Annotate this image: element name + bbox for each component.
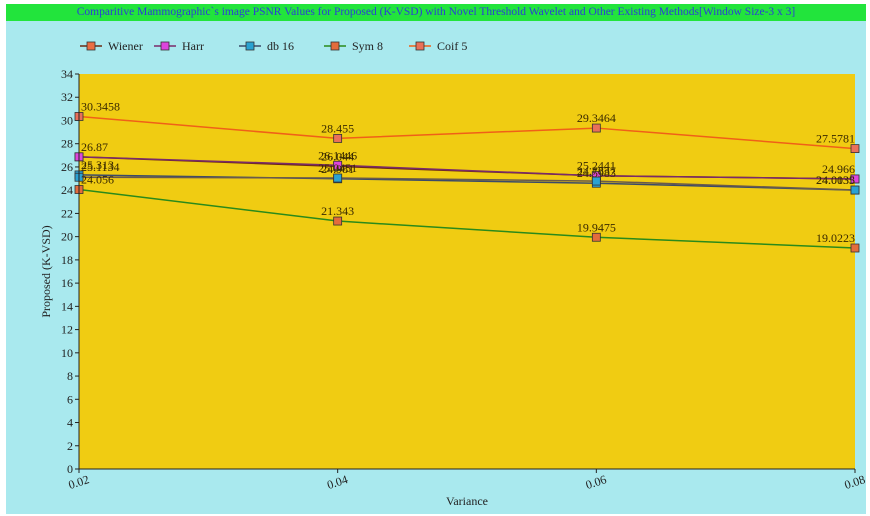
x-tick-label: 0.06 bbox=[584, 472, 608, 492]
legend-item: Wiener bbox=[80, 39, 143, 53]
data-point bbox=[333, 134, 343, 143]
data-point bbox=[591, 176, 601, 186]
legend-item: db 16 bbox=[239, 39, 294, 53]
legend-marker bbox=[160, 41, 170, 51]
line-chart: Wiener Harr db 16 Sym 8 Coif 5 0246810121416… bbox=[39, 39, 866, 508]
x-tick-label: 0.08 bbox=[843, 472, 866, 492]
data-label: 26.87 bbox=[81, 140, 108, 154]
data-point bbox=[333, 160, 343, 170]
data-point bbox=[850, 185, 860, 195]
data-label: 25.0451 bbox=[318, 161, 357, 175]
y-tick-label: 2 bbox=[67, 439, 73, 453]
y-tick-label: 24 bbox=[61, 183, 73, 197]
data-point bbox=[850, 243, 860, 253]
series-line bbox=[78, 156, 856, 180]
data-point bbox=[850, 174, 860, 184]
legend-label: Harr bbox=[182, 39, 204, 53]
data-label: 24.981 bbox=[321, 162, 354, 176]
data-label: 24.0133 bbox=[816, 173, 855, 187]
y-tick-label: 8 bbox=[67, 369, 73, 383]
y-tick-label: 4 bbox=[67, 416, 73, 430]
x-axis-ticks: 0.02 0.04 0.06 0.08 bbox=[67, 469, 866, 492]
y-tick-label: 26 bbox=[61, 160, 73, 174]
legend-item: Sym 8 bbox=[324, 39, 383, 53]
x-tick-label: 0.02 bbox=[67, 472, 91, 492]
data-label: 24.7837 bbox=[577, 164, 616, 178]
data-label: 24.0035 bbox=[816, 173, 855, 187]
y-tick-label: 22 bbox=[61, 206, 73, 220]
y-tick-label: 10 bbox=[61, 346, 73, 360]
data-label: 24.966 bbox=[822, 162, 855, 176]
series-layer bbox=[74, 112, 860, 253]
data-point bbox=[591, 123, 601, 133]
data-label: 25.2441 bbox=[577, 159, 616, 173]
y-tick-label: 0 bbox=[67, 462, 73, 476]
legend-marker bbox=[330, 41, 340, 51]
x-axis-label: Variance bbox=[446, 494, 488, 508]
data-label: 25.1134 bbox=[81, 160, 120, 174]
data-label: 19.0223 bbox=[816, 231, 855, 245]
series-line bbox=[78, 188, 856, 249]
y-tick-label: 12 bbox=[61, 323, 73, 337]
y-tick-label: 14 bbox=[61, 299, 73, 313]
data-label: 27.5781 bbox=[816, 132, 855, 146]
legend-marker bbox=[86, 41, 96, 51]
chart-container: Wiener Harr db 16 Sym 8 Coif 5 0 2 4 6 8 10 12 14 16… bbox=[6, 4, 866, 514]
data-label: 24.5983 bbox=[577, 166, 616, 180]
y-tick-label: 34 bbox=[61, 67, 73, 81]
data-point bbox=[850, 144, 860, 154]
data-label: 21.343 bbox=[321, 204, 354, 218]
data-label: 29.3464 bbox=[577, 111, 616, 125]
y-tick-label: 18 bbox=[61, 253, 73, 267]
plot-area bbox=[79, 74, 855, 469]
data-label: 28.455 bbox=[321, 121, 354, 135]
chart-title: Comparitive Mammographic`s image PSNR Va… bbox=[6, 4, 866, 21]
series-line bbox=[78, 176, 856, 191]
y-axis-label: Proposed (K-VSD) bbox=[39, 225, 53, 317]
x-tick-label: 0.04 bbox=[325, 472, 349, 492]
series-line bbox=[78, 174, 856, 191]
legend-label: Sym 8 bbox=[352, 39, 383, 53]
y-tick-label: 6 bbox=[67, 392, 73, 406]
data-label: 26.044 bbox=[321, 149, 354, 163]
y-tick-label: 20 bbox=[61, 230, 73, 244]
data-point bbox=[591, 232, 601, 242]
legend-item: Harr bbox=[154, 39, 204, 53]
y-tick-label: 16 bbox=[61, 276, 73, 290]
data-label: 24.056 bbox=[81, 173, 114, 187]
series-harr bbox=[74, 152, 860, 184]
legend-label: db 16 bbox=[267, 39, 294, 53]
legend-item: Coif 5 bbox=[409, 39, 467, 53]
data-label: 30.3458 bbox=[81, 99, 120, 113]
legend-marker bbox=[245, 41, 255, 51]
legend-marker bbox=[415, 41, 425, 51]
y-tick-label: 32 bbox=[61, 90, 73, 104]
series-line bbox=[78, 115, 856, 150]
data-label: 25.313 bbox=[81, 158, 114, 172]
y-tick-label: 28 bbox=[61, 137, 73, 151]
data-label: 19.9475 bbox=[577, 220, 616, 234]
legend-label: Wiener bbox=[108, 39, 143, 53]
data-point bbox=[333, 216, 343, 226]
y-tick-label: 30 bbox=[61, 113, 73, 127]
legend: Wiener Harr db 16 Sym 8 Coif 5 bbox=[80, 39, 467, 53]
axes bbox=[78, 74, 855, 470]
legend-label: Coif 5 bbox=[437, 39, 467, 53]
data-label: 26.1446 bbox=[318, 148, 357, 162]
data-point bbox=[333, 173, 343, 183]
